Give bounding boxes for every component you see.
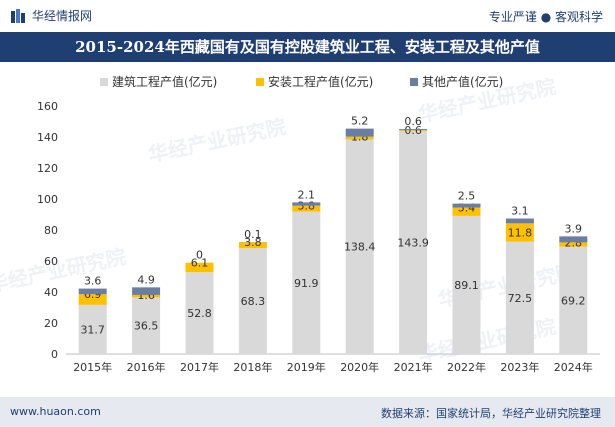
- bar-segment: [559, 236, 588, 243]
- bar-segment: [292, 205, 321, 212]
- bar-segment: [505, 241, 534, 354]
- top-bar: 华经情报网 专业严谨 ● 客观科学: [0, 0, 615, 32]
- data-label: 4.9: [137, 273, 155, 286]
- footer-source: 数据来源：国家统计局，华经产业研究院整理: [381, 407, 601, 420]
- huajing-logo-icon: [11, 8, 25, 23]
- brand[interactable]: 华经情报网: [10, 7, 92, 24]
- legend-label: 其他产值(亿元): [422, 74, 503, 89]
- slogan: 专业严谨 ● 客观科学: [488, 10, 603, 24]
- bar-segment: [399, 129, 428, 131]
- data-label: 69.2: [561, 294, 586, 307]
- y-tick-label: 100: [37, 193, 58, 206]
- x-tick-label: 2021年: [394, 360, 433, 374]
- bar-segment: [345, 128, 374, 137]
- data-label: 31.7: [80, 323, 105, 336]
- bar-segment: [185, 262, 214, 273]
- bar-segment: [559, 246, 588, 354]
- x-tick-label: 2022年: [447, 360, 486, 374]
- legend-item: 其他产值(亿元): [410, 74, 503, 89]
- data-label: 0.1: [244, 228, 262, 241]
- bar-segment: [345, 136, 374, 140]
- data-label: 2.1: [298, 188, 316, 201]
- bar-segment: [399, 130, 428, 131]
- chart-title: 2015-2024年西藏国有及国有控股建筑业工程、安装工程及其他产值: [75, 38, 540, 56]
- x-tick-label: 2023年: [500, 360, 539, 374]
- bar-segment: [452, 207, 481, 216]
- x-tick-label: 2017年: [180, 360, 219, 374]
- data-label: 91.9: [294, 277, 319, 290]
- watermark-text: 华经产业研究院: [0, 244, 128, 297]
- bar-segment: [132, 297, 161, 354]
- x-tick-label: 2020年: [340, 360, 379, 374]
- y-tick-label: 60: [44, 255, 58, 268]
- footer-site[interactable]: www.huaon.com: [10, 405, 101, 418]
- data-label: 138.4: [344, 241, 376, 254]
- y-tick-label: 140: [37, 131, 58, 144]
- x-tick-label: 2019年: [287, 360, 326, 374]
- data-label: 6.1: [191, 257, 209, 270]
- bar-segment: [292, 211, 321, 354]
- bar-segment: [78, 288, 107, 295]
- bar-segment: [132, 294, 161, 298]
- x-tick-label: 2024年: [554, 360, 593, 374]
- legend-swatch: [410, 78, 418, 86]
- bar-segment: [78, 304, 107, 354]
- data-label: 3.1: [511, 205, 529, 218]
- legend-item: 安装工程产值(亿元): [256, 74, 373, 89]
- title-bar: 2015-2024年西藏国有及国有控股建筑业工程、安装工程及其他产值: [0, 32, 615, 62]
- data-label: 0: [196, 249, 203, 262]
- watermark-text: 华经产业研究院: [146, 114, 288, 167]
- data-label: 3.9: [565, 222, 583, 235]
- x-tick-label: 2015年: [73, 360, 112, 374]
- bar-segment: [238, 242, 267, 249]
- data-label: 36.5: [134, 320, 159, 333]
- data-label: 68.3: [241, 295, 266, 308]
- legend-swatch: [256, 78, 264, 86]
- y-tick-label: 20: [44, 317, 58, 330]
- footer: www.huaon.com 数据来源：国家统计局，华经产业研究院整理: [0, 397, 615, 427]
- bar-segment: [78, 294, 107, 305]
- bar-segment: [399, 130, 428, 354]
- y-tick-label: 0: [51, 348, 58, 361]
- data-label: 143.9: [397, 236, 429, 249]
- bar-segment: [238, 248, 267, 354]
- y-tick-label: 80: [44, 224, 58, 237]
- data-label: 5.4: [458, 202, 476, 215]
- brand-name: 华经情报网: [32, 9, 93, 23]
- bar-segment: [505, 223, 534, 242]
- legend-swatch: [100, 78, 108, 86]
- y-tick-label: 40: [44, 286, 58, 299]
- legend-label: 建筑工程产值(亿元): [112, 74, 217, 89]
- bar-segment: [185, 272, 214, 354]
- data-label: 11.8: [508, 226, 533, 239]
- y-tick-label: 120: [37, 162, 58, 175]
- data-label: 52.8: [187, 307, 212, 320]
- x-tick-label: 2016年: [127, 360, 166, 374]
- bar-segment: [452, 215, 481, 354]
- bar-segment: [452, 203, 481, 208]
- y-tick-label: 160: [37, 100, 58, 113]
- chart: 华经产业研究院华经产业研究院华经产业研究院华经产业研究院华经产业研究院建筑工程产…: [0, 74, 600, 374]
- bar-segment: [345, 139, 374, 354]
- data-label: 5.2: [351, 115, 369, 128]
- bar-segment: [505, 218, 534, 224]
- legend-label: 安装工程产值(亿元): [268, 74, 373, 89]
- data-label: 2.5: [458, 190, 476, 203]
- data-label: 3.8: [298, 200, 316, 213]
- data-label: 89.1: [454, 279, 479, 292]
- x-tick-label: 2018年: [233, 360, 272, 374]
- data-label: 3.6: [84, 275, 102, 288]
- bar-segment: [559, 242, 588, 247]
- bar-segment: [132, 287, 161, 295]
- data-label: 3.8: [244, 236, 262, 249]
- data-label: 0.6: [404, 124, 422, 137]
- data-label: 72.5: [508, 292, 533, 305]
- data-label: 0.6: [404, 115, 422, 128]
- bar-segment: [292, 202, 321, 206]
- watermark-text: 华经产业研究院: [416, 314, 558, 367]
- legend-item: 建筑工程产值(亿元): [100, 74, 217, 89]
